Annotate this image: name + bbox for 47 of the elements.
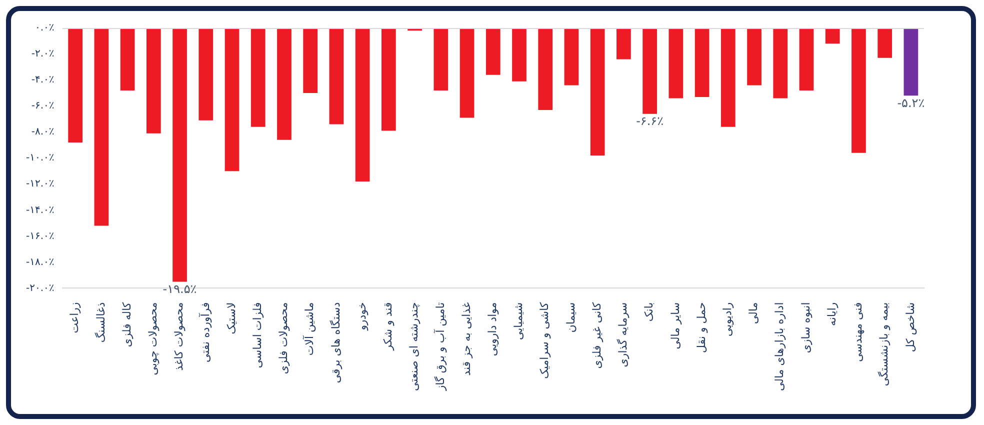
x-tick-label: محصولات فلزی <box>277 302 290 374</box>
x-tick-label: مواد دارویی <box>486 302 499 356</box>
x-tick-label: محصولات کاغذ <box>172 302 186 371</box>
x-tick-label: سیمان <box>564 302 578 333</box>
x-tick-label: شاخص کل <box>904 302 917 352</box>
x-tick-label: چندرشته ای صنعتی <box>408 302 421 392</box>
x-tick-label: شیمیایی <box>512 302 526 340</box>
y-tick-label: -۲.۰٪ <box>31 48 54 60</box>
y-tick-label: -۸.۰٪ <box>31 126 54 138</box>
x-tick-label: قند و شکر <box>382 302 395 352</box>
x-tick-label: بانک <box>642 302 656 322</box>
x-tick-label: کانی غیر فلزی <box>590 302 604 369</box>
x-tick-label: زراعت <box>68 302 82 334</box>
x-tick-label: مالی <box>747 302 760 324</box>
x-tick-label: غذایی به جز قند <box>460 302 473 376</box>
x-tick-label: لاستیک <box>224 302 238 334</box>
x-tick-label: انبوه سازی <box>799 302 812 354</box>
x-tick-label: دستگاه های برقی <box>329 302 342 384</box>
y-tick-label: -۲۰.۰٪ <box>26 282 54 294</box>
x-tick-label: سایر مالی <box>668 302 682 350</box>
data-label: -۶.۶٪ <box>636 114 664 128</box>
x-tick-label: محصولات چوبی <box>146 302 160 376</box>
x-tick-label: اداره بازارهای مالی <box>773 302 786 391</box>
x-tick-label: ذغالسنگ <box>94 302 108 343</box>
x-tick-label: بیمه و بازنشستگی <box>878 302 891 386</box>
x-tick-label: ماشین آلات <box>302 302 316 356</box>
x-tick-label: فنی مهندسی <box>852 302 865 362</box>
y-tick-label: -۱۴.۰٪ <box>26 204 54 216</box>
x-tick-label: سرمایه گذاری <box>616 302 630 368</box>
y-tick-label: -۱۰.۰٪ <box>26 152 54 164</box>
x-tick-label: کاشی و سرامیک <box>538 301 552 379</box>
y-tick-label: -۶.۰٪ <box>31 100 54 112</box>
x-tick-label: رایانه <box>825 302 838 326</box>
x-tick-label: رادیویی <box>721 302 734 336</box>
y-tick-label: -۴.۰٪ <box>31 74 54 86</box>
x-tick-label: خودرو <box>355 302 368 332</box>
y-tick-label: -۱۸.۰٪ <box>26 256 54 268</box>
y-tick-label: -۱۲.۰٪ <box>26 178 54 190</box>
y-tick-label: -۱۶.۰٪ <box>26 230 54 242</box>
x-tick-label: فلزات اساسی <box>250 302 264 368</box>
x-tick-label: تامین آب و برق گاز <box>432 302 447 392</box>
y-tick-label: ۰.۰٪ <box>34 22 54 34</box>
data-label: -۱۹.۵٪ <box>162 282 197 296</box>
x-tick-label: حمل و نقل <box>694 302 708 354</box>
data-label: -۵.۲٪ <box>897 96 925 110</box>
x-tick-label: فرآورده نفتی <box>198 302 212 363</box>
x-tick-label: کاله فلزی <box>120 301 134 348</box>
